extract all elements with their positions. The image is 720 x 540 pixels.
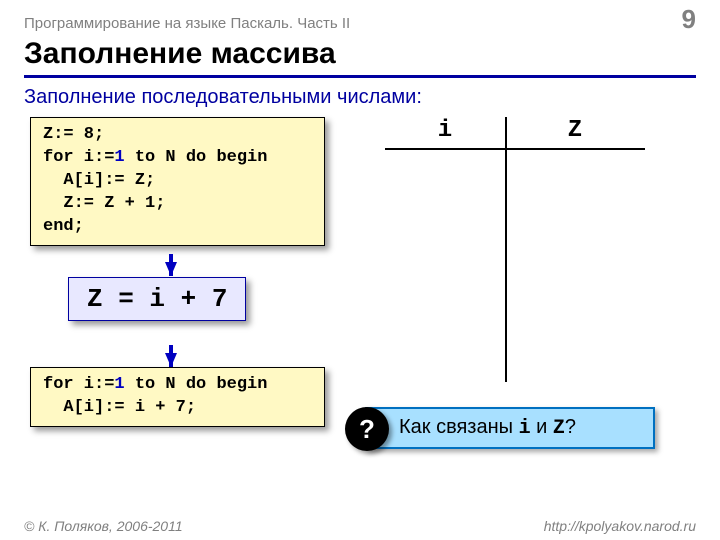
footer-url: http://kpolyakov.narod.ru — [544, 518, 696, 534]
question-callout: ? Как связаны i и Z? — [365, 407, 655, 449]
trace-header: i Z — [385, 117, 645, 150]
formula-box: Z = i + 7 — [68, 277, 246, 321]
trace-col-i: i — [385, 117, 505, 144]
page-number: 9 — [682, 4, 696, 35]
header: Программирование на языке Паскаль. Часть… — [0, 0, 720, 35]
arrow-down-icon — [165, 353, 177, 367]
callout-text: Как связаны i и Z? — [399, 416, 576, 440]
trace-col-z: Z — [505, 117, 645, 144]
slide-title: Заполнение массива — [24, 37, 696, 78]
question-badge-icon: ? — [345, 407, 389, 451]
footer: © К. Поляков, 2006-2011 http://kpolyakov… — [0, 518, 720, 534]
trace-table: i Z — [385, 117, 645, 150]
code-block-1: Z:= 8; for i:=1 to N do begin A[i]:= Z; … — [30, 117, 325, 246]
trace-divider — [505, 117, 507, 382]
code-block-2: for i:=1 to N do begin A[i]:= i + 7; — [30, 367, 325, 427]
arrow-down-icon — [165, 262, 177, 276]
subtitle: Заполнение последовательными числами: — [24, 86, 720, 109]
running-title: Программирование на языке Паскаль. Часть… — [24, 15, 350, 32]
copyright: © К. Поляков, 2006-2011 — [24, 518, 183, 534]
content-area: Z:= 8; for i:=1 to N do begin A[i]:= Z; … — [0, 117, 720, 497]
